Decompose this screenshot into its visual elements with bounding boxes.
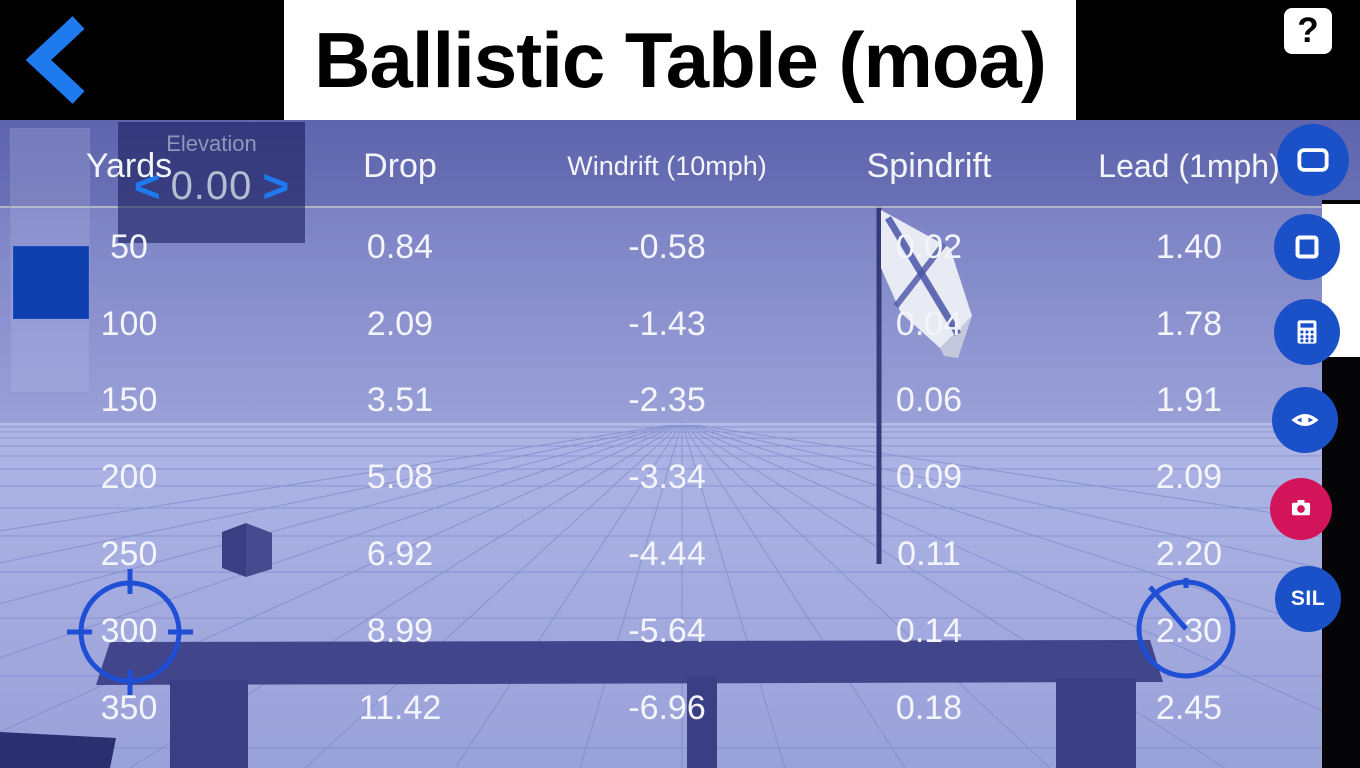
help-icon: ? bbox=[1297, 11, 1319, 50]
table-body: 50 0.84 -0.58 0.02 1.40 100 2.09 -1.43 0… bbox=[0, 209, 1322, 747]
sil-button[interactable]: SIL bbox=[1275, 566, 1341, 632]
cell-drop: 2.09 bbox=[366, 304, 434, 343]
table-row: 200 5.08 -3.34 0.09 2.09 bbox=[0, 439, 1322, 516]
cell-spindrift: 0.18 bbox=[895, 688, 963, 727]
cell-yards: 150 bbox=[100, 381, 158, 420]
cell-drop: 3.51 bbox=[366, 381, 434, 420]
camera-icon bbox=[1291, 499, 1311, 516]
help-button[interactable]: ? bbox=[1284, 8, 1332, 54]
header-divider bbox=[0, 206, 1322, 208]
cell-spindrift: 0.02 bbox=[895, 227, 963, 266]
sil-button-label: SIL bbox=[1290, 587, 1326, 610]
column-header-drop: Drop bbox=[363, 146, 437, 185]
elevation-increment-button[interactable]: > bbox=[262, 160, 290, 212]
left-slider-handle[interactable] bbox=[13, 246, 89, 319]
column-header-yards: Yards bbox=[85, 146, 173, 185]
table-row: 100 2.09 -1.43 0.04 1.78 bbox=[0, 286, 1322, 363]
column-header-lead: Lead (1mph) bbox=[1098, 147, 1280, 184]
cell-yards: 200 bbox=[100, 458, 158, 497]
ballistic-table: Yards Drop Windrift (10mph) Spindrift Le… bbox=[0, 126, 1322, 747]
cell-yards: 350 bbox=[100, 688, 158, 727]
target-silhouette bbox=[222, 523, 272, 577]
cell-windrift: -3.34 bbox=[628, 458, 706, 497]
cell-yards: 300 bbox=[100, 611, 158, 650]
cell-yards: 250 bbox=[100, 535, 158, 574]
table-row: 250 6.92 -4.44 0.11 2.20 bbox=[0, 516, 1322, 593]
cell-yards: 50 bbox=[110, 227, 148, 266]
screenshot-button[interactable] bbox=[1270, 478, 1332, 540]
elevation-label: Elevation bbox=[166, 131, 257, 156]
table-row: 350 11.42 -6.96 0.18 2.45 bbox=[0, 670, 1322, 747]
cell-drop: 5.08 bbox=[366, 458, 434, 497]
cell-lead: 1.40 bbox=[1155, 227, 1223, 266]
cell-lead: 1.91 bbox=[1155, 381, 1223, 420]
calculator-icon bbox=[1297, 320, 1317, 344]
cell-windrift: -4.44 bbox=[628, 535, 706, 574]
table-row: 150 3.51 -2.35 0.06 1.91 bbox=[0, 363, 1322, 440]
flagpole bbox=[876, 206, 882, 564]
cell-spindrift: 0.06 bbox=[895, 381, 963, 420]
cell-windrift: -0.58 bbox=[628, 227, 706, 266]
cell-windrift: -1.43 bbox=[628, 304, 706, 343]
table-row: 300 8.99 -5.64 0.14 2.30 bbox=[0, 593, 1322, 670]
elevation-value: 0.00 bbox=[170, 164, 253, 208]
frame-icon bbox=[1295, 235, 1319, 259]
column-header-spindrift: Spindrift bbox=[866, 146, 992, 185]
compass-dial bbox=[1136, 578, 1236, 679]
cell-drop: 6.92 bbox=[366, 535, 434, 574]
cell-spindrift: 0.14 bbox=[895, 611, 963, 650]
panel-icon bbox=[1297, 148, 1329, 172]
table-header-row: Yards Drop Windrift (10mph) Spindrift Le… bbox=[0, 126, 1322, 206]
cell-spindrift: 0.11 bbox=[897, 535, 961, 574]
title-bar: Ballistic Table (moa) bbox=[0, 0, 1360, 120]
floor-grid bbox=[0, 422, 1360, 768]
rangecard-button[interactable] bbox=[1277, 124, 1349, 196]
title-plate: Ballistic Table (moa) bbox=[284, 0, 1076, 120]
cell-yards: 100 bbox=[100, 304, 158, 343]
table-row: 50 0.84 -0.58 0.02 1.40 bbox=[0, 209, 1322, 286]
column-header-windrift: Windrift (10mph) bbox=[567, 150, 767, 181]
frame-button[interactable] bbox=[1274, 214, 1340, 280]
cell-lead: 2.09 bbox=[1155, 458, 1223, 497]
flag bbox=[881, 210, 972, 358]
cell-lead: 1.78 bbox=[1155, 304, 1223, 343]
cell-spindrift: 0.09 bbox=[895, 458, 963, 497]
cell-windrift: -5.64 bbox=[628, 611, 706, 650]
elevation-widget: Elevation < 0.00 > bbox=[118, 122, 305, 243]
cell-drop: 0.84 bbox=[366, 227, 434, 266]
cell-drop: 8.99 bbox=[366, 611, 434, 650]
eye-icon bbox=[1291, 414, 1319, 426]
back-button[interactable] bbox=[10, 12, 100, 108]
cell-drop: 11.42 bbox=[358, 688, 442, 727]
elevation-decrement-button[interactable]: < bbox=[133, 160, 161, 212]
view-button[interactable] bbox=[1272, 387, 1338, 453]
page-title: Ballistic Table (moa) bbox=[314, 15, 1047, 104]
cell-lead: 2.30 bbox=[1155, 611, 1223, 650]
calculator-button[interactable] bbox=[1274, 299, 1340, 365]
cell-lead: 2.45 bbox=[1155, 688, 1223, 727]
bench-silhouette bbox=[0, 640, 1163, 768]
cell-lead: 2.20 bbox=[1155, 535, 1223, 574]
cell-spindrift: 0.04 bbox=[895, 304, 963, 343]
reticle-dial bbox=[67, 569, 193, 695]
cell-windrift: -2.35 bbox=[628, 381, 706, 420]
cell-windrift: -6.96 bbox=[628, 688, 706, 727]
range-scene bbox=[0, 120, 1360, 768]
